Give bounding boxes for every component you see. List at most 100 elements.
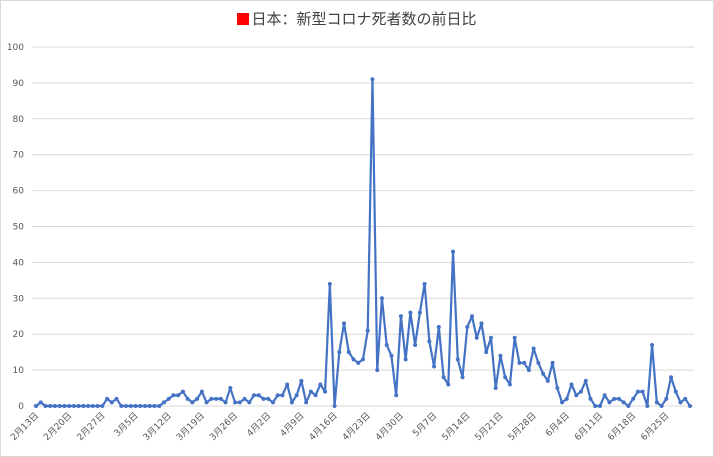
x-tick-label: 5月14日 [440,410,473,443]
data-point [294,393,299,398]
x-tick-label: 6月25日 [639,410,672,443]
data-point [607,400,612,405]
data-point [214,396,219,401]
data-point [579,389,583,394]
data-point [346,350,351,355]
y-tick-label: 100 [7,43,24,53]
y-tick-label: 10 [13,366,25,376]
data-point [631,396,636,401]
data-point [588,396,593,401]
data-point [119,404,124,408]
data-point [446,382,451,387]
data-point [394,393,399,398]
data-point [569,382,574,387]
series-line [35,78,691,408]
x-tick-label: 4月16日 [307,410,340,443]
data-point [43,404,48,408]
data-point [48,404,53,408]
data-point [531,346,536,351]
data-point [526,368,531,373]
x-tick-label: 5月28日 [506,410,539,443]
data-point [270,400,275,405]
data-point [479,321,484,326]
data-point [57,404,62,408]
data-point [365,328,370,333]
data-point [128,404,133,408]
x-tick-label: 3月26日 [208,410,241,443]
x-tick-label: 4月23日 [340,410,373,443]
data-point [285,382,290,387]
data-point [209,396,214,401]
data-point [351,357,356,362]
data-point [612,396,617,401]
x-tick-label: 3月12日 [141,410,174,443]
data-point [507,382,512,387]
data-point [147,404,152,408]
data-point [550,360,555,365]
data-point [403,357,408,362]
data-point [166,396,171,401]
data-point [621,400,626,405]
x-tick-label: 6月18日 [606,410,639,443]
x-axis-ticks: 2月13日 2月20日 2月27日 3月5日 3月12日 3月19日 3月26日 4月2日 4月… [8,410,671,443]
data-point [247,400,252,405]
data-point [124,404,129,408]
data-point [256,393,261,398]
data-point [583,378,588,383]
data-point [635,389,640,394]
data-point [640,389,645,394]
y-tick-label: 20 [13,330,25,340]
data-point [465,325,470,330]
data-point [280,393,285,398]
data-point [233,400,238,405]
data-point [654,400,659,405]
data-point [669,375,674,380]
data-point [379,296,384,301]
data-point [195,396,200,401]
data-point [152,404,157,408]
x-tick-label: 3月19日 [174,410,207,443]
data-point [86,404,91,408]
data-point [626,404,631,408]
data-point [370,77,375,82]
data-point [81,404,86,408]
gridlines [32,46,694,407]
y-tick-label: 70 [13,151,25,161]
data-point [62,404,67,408]
data-point [384,342,389,347]
data-point [498,353,503,358]
data-point [299,378,304,383]
data-point [171,393,176,398]
data-point [488,335,493,340]
data-point [114,396,119,401]
data-point [223,400,228,405]
y-tick-label: 50 [13,223,25,233]
data-point [161,400,166,405]
y-tick-label: 60 [13,187,25,197]
data-point [503,375,508,380]
chart-title: 日本：新型コロナ死者数の前日比 [251,10,477,28]
data-point [564,396,569,401]
data-point [545,378,550,383]
data-point [337,350,342,355]
y-axis-ticks: 0 10 20 30 40 50 60 70 80 90 100 [7,43,24,412]
x-tick-label: 5月7日 [411,410,440,439]
data-point [143,404,147,408]
data-point [261,396,266,401]
data-point [105,396,110,401]
data-point [185,396,190,401]
x-tick-label: 3月5日 [112,410,141,439]
data-point [455,357,460,362]
data-point [512,335,517,340]
data-point [536,360,541,365]
data-point [100,404,105,408]
data-point [417,310,422,315]
data-point [308,389,313,394]
data-point [560,400,565,405]
data-point [451,249,456,254]
y-tick-label: 40 [13,258,25,268]
data-point [522,360,527,365]
data-point [157,404,162,408]
data-point [398,314,403,319]
data-point [645,404,650,408]
